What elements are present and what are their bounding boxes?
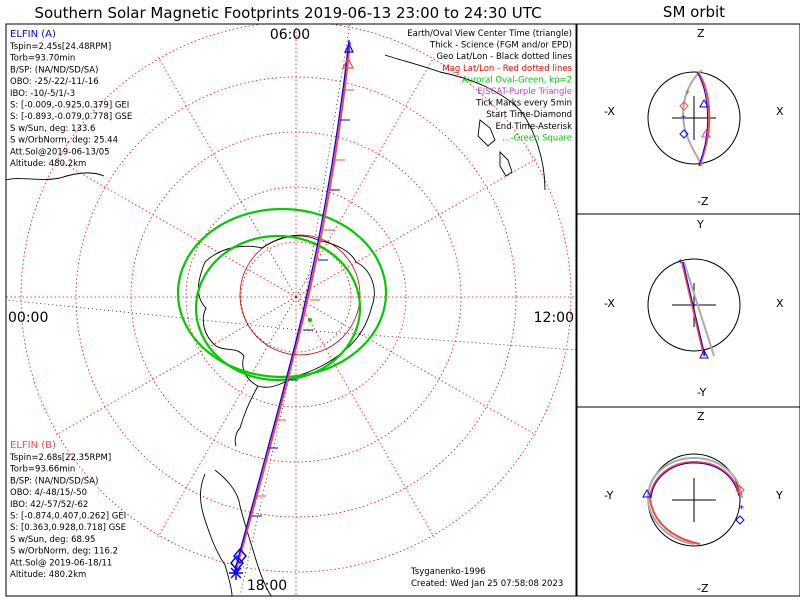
orbit-xz-right: X: [776, 105, 784, 118]
elfin-b-info-line: Altitude: 480.2km: [10, 570, 86, 580]
legend-item: Tick Marks every 5min: [475, 99, 572, 109]
orbit-yz-left: -Y: [604, 489, 614, 502]
elfin-a-info-line: Tspin=2.45s[24.48RPM]: [9, 42, 111, 52]
mlt-label-left: 00:00: [8, 310, 48, 326]
elfin-a-info-line: S w/OrbNorm, deg: 25.44: [10, 136, 118, 146]
antarctica-coastline: [197, 235, 375, 388]
elfin-b-info-line: S: [0.363,0.928,0.718] GSE: [10, 523, 126, 533]
mag-pole-circle: [239, 234, 361, 356]
start-diamond-b: [230, 554, 244, 572]
auroral-oval-outer: [176, 207, 388, 379]
elfin-b-info-line: Tspin=2.68s[22.35RPM]: [9, 453, 111, 463]
orbit-panel-xy: * Y -Y -X X: [576, 213, 800, 408]
orbit-title: SM orbit: [663, 3, 725, 21]
elfin-b-info-line: S: [-0.874,0.407,0.262] GEI: [10, 512, 126, 522]
elfin-b-info-line: Att.Sol@ 2019-06-18/11: [10, 558, 112, 568]
eiscat-square-marker: [308, 318, 312, 322]
legend-item: Earth/Oval View Center Time (triangle): [407, 29, 572, 39]
australia-coastline: [384, 54, 546, 191]
svg-text:*: *: [678, 258, 683, 269]
elfin-a-track: [233, 39, 350, 575]
view-center-triangle-b: [342, 56, 354, 69]
view-center-triangle-a: [344, 42, 354, 53]
end-asterisk-a: [229, 566, 243, 580]
elfin-b-info-line: OBO: 4/-48/15/-50: [10, 488, 87, 498]
elfin-b-info-line: S w/OrbNorm, deg: 116.2: [10, 547, 118, 557]
footer-author: Tsyganenko-1996: [410, 567, 486, 577]
elfin-b-info-line: S w/Sun, deg: 68.95: [10, 535, 95, 545]
orbit-xz-left: -X: [604, 105, 615, 118]
elfin-a-info-line: B/SP: (NA/ND/SD/SA): [10, 65, 98, 75]
legend-item: Start Time-Diamond: [486, 110, 572, 120]
track-tick-marks-b: [256, 89, 354, 497]
mlt-label-top: 06:00: [270, 27, 310, 43]
elfin-a-name: ELFIN (A): [10, 29, 56, 40]
legend-item: ...-Green Square: [502, 133, 572, 143]
mlt-label-bottom: 18:00: [247, 578, 287, 594]
legend-item: EISCAT-Purple Triangle: [477, 87, 572, 97]
mag-meridians: [6, 24, 576, 596]
elfin-b-name: ELFIN (B): [10, 440, 56, 451]
orbit-xy-left: -X: [604, 297, 615, 310]
elfin-a-info-line: Altitude: 480.2km: [10, 159, 86, 169]
elfin-a-info-line: Att.Sol@2019-06-13/05: [10, 147, 110, 157]
orbit-panel-xz: * * Z -Z -X X: [576, 23, 800, 215]
elfin-a-info-line: Torb=93.70min: [9, 54, 75, 64]
auroral-oval-inner: [194, 234, 362, 382]
elfin-b-info-line: B/SP: (NA/ND/SD/SA): [10, 476, 98, 486]
track-tick-marks: [252, 119, 350, 517]
legend-item: Thick - Science (FGM and/or EPD): [429, 41, 572, 51]
start-diamond-a: [233, 547, 247, 565]
orbit-xy-bottom: -Y: [697, 386, 707, 399]
legend: Earth/Oval View Center Time (triangle) Th…: [407, 29, 572, 143]
elfin-b-info-line: Torb=93.66min: [9, 465, 75, 475]
elfin-b-track: [235, 41, 351, 571]
elfin-a-info-line: IBO: -10/-5/1/-3: [10, 89, 75, 99]
new-zealand-coastline: [477, 119, 513, 177]
svg-text:*: *: [685, 89, 690, 100]
elfin-b-info-line: IBO: 42/-57/52/-62: [10, 500, 88, 510]
legend-item: Mag Lat/Lon - Red dotted lines: [442, 64, 572, 74]
orbit-yz-right: Y: [775, 489, 783, 502]
svg-text:*: *: [739, 504, 744, 515]
elfin-a-info: Tspin=2.45s[24.48RPM] Torb=93.70minB/SP: …: [9, 42, 132, 169]
elfin-b-info: Tspin=2.68s[22.35RPM] Torb=93.66minB/SP: …: [9, 453, 126, 580]
legend-item: End Time-Asterisk: [495, 122, 572, 132]
orbit-yz-bottom: -Z: [697, 582, 709, 595]
main-title: Southern Solar Magnetic Footprints 2019-…: [34, 4, 541, 22]
orbit-yz-top: Z: [697, 410, 705, 423]
antarctic-peninsula: [234, 385, 259, 447]
orbit-panel-yz: * Z -Z -Y Y: [576, 406, 800, 597]
geo-grid: [6, 24, 576, 596]
polar-map: [6, 24, 576, 596]
orbit-xy-top: Y: [696, 218, 704, 231]
elfin-a-info-line: S: [-0.009,-0.925,0.379] GEI: [10, 101, 129, 111]
svg-text:*: *: [681, 114, 686, 125]
elfin-a-info-line: S: [-0.893,-0.079,0.778] GSE: [10, 112, 132, 122]
elfin-a-info-line: S w/Sun, deg: 133.6: [10, 124, 95, 134]
legend-item: Geo Lat/Lon - Black dotted lines: [436, 52, 572, 62]
africa-coastline: [6, 172, 105, 181]
legend-item: Auroral Oval-Green, kp=2: [462, 75, 572, 85]
orbit-xz-bottom: -Z: [697, 195, 709, 208]
footer-created: Created: Wed Jan 25 07:58:08 2023: [411, 579, 563, 589]
elfin-a-info-line: OBO: -25/-22/-11/-16: [10, 77, 99, 87]
orbit-xy-right: X: [776, 297, 784, 310]
orbit-xz-top: Z: [697, 27, 705, 40]
mlt-label-right: 12:00: [534, 310, 574, 326]
